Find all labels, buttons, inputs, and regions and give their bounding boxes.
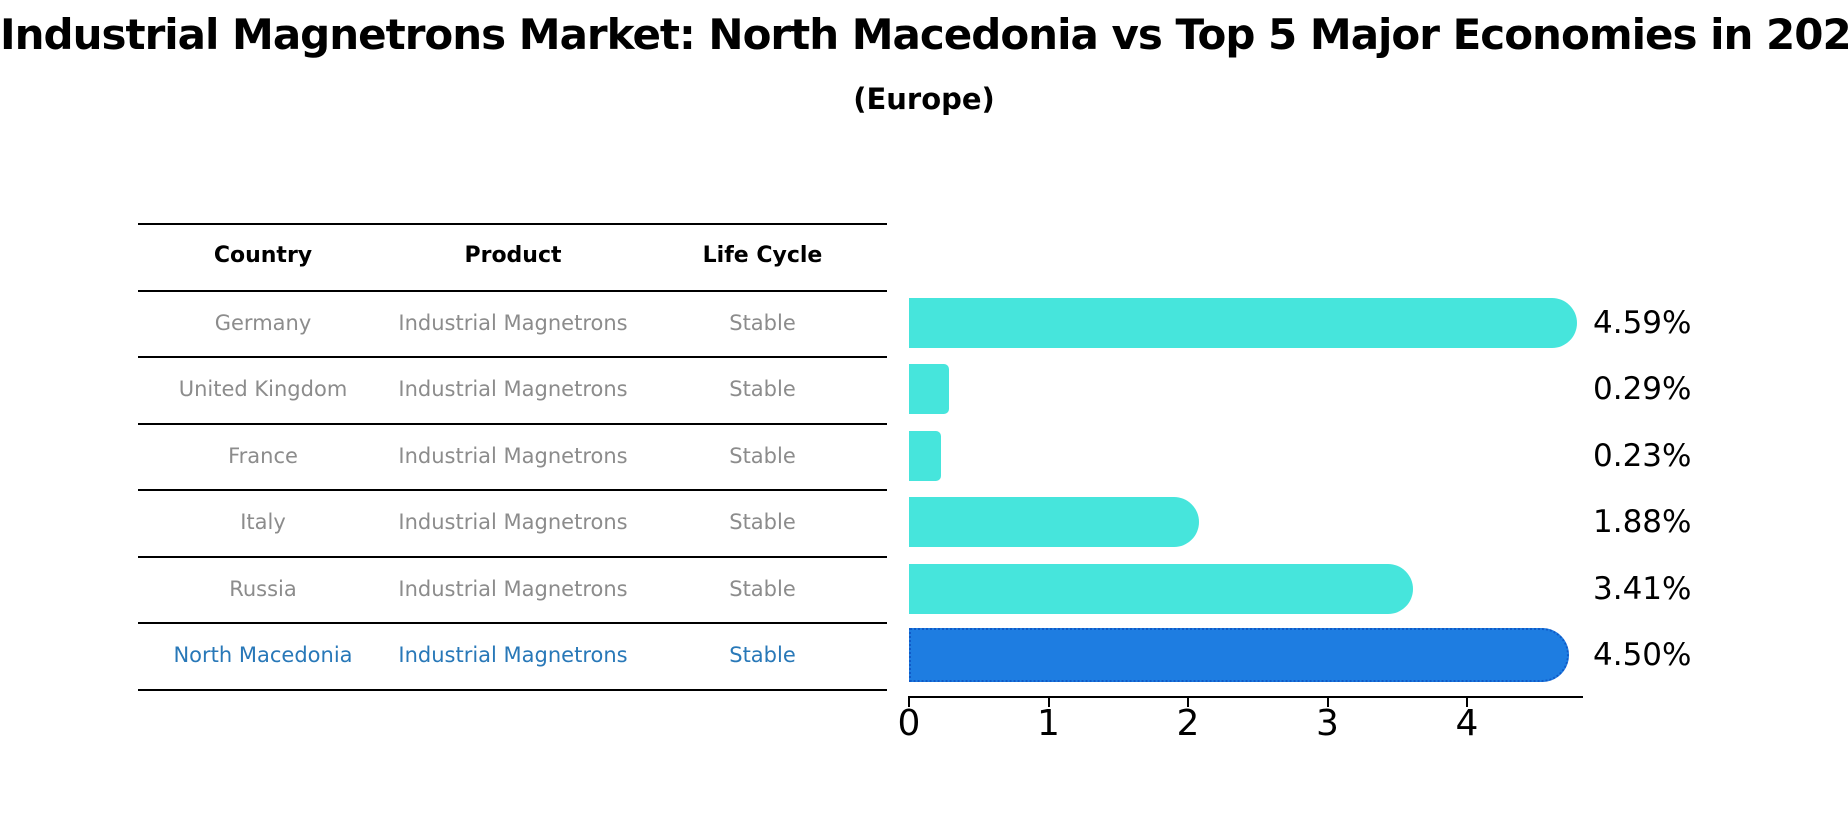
table-divider [138, 356, 887, 358]
cell-product-france: Industrial Magnetrons [398, 443, 628, 468]
value-label-north-macedonia: 4.50% [1593, 637, 1692, 674]
table-divider [138, 489, 887, 491]
cell-lifecycle-germany: Stable [729, 310, 796, 335]
value-label-united-kingdom: 0.29% [1593, 371, 1692, 408]
cell-country-france: France [228, 443, 298, 468]
column-header-product: Product [464, 243, 562, 269]
cell-country-italy: Italy [240, 510, 286, 535]
cell-country-united-kingdom: United Kingdom [178, 377, 348, 402]
bar-germany [909, 297, 1577, 348]
x-axis-tick-0 [908, 698, 910, 707]
cell-product-united-kingdom: Industrial Magnetrons [398, 377, 628, 402]
value-label-germany: 4.59% [1593, 304, 1692, 341]
cell-lifecycle-france: Stable [729, 443, 796, 468]
cell-lifecycle-united-kingdom: Stable [729, 377, 796, 402]
table-divider [138, 289, 887, 292]
cell-product-north-macedonia: Industrial Magnetrons [398, 643, 628, 668]
cell-lifecycle-north-macedonia: Stable [729, 643, 796, 668]
table-divider [138, 555, 887, 558]
cell-country-germany: Germany [214, 310, 312, 335]
x-axis-tick-1 [1047, 698, 1050, 707]
x-tick-label-0: 0 [897, 703, 921, 744]
value-label-france: 0.23% [1593, 437, 1692, 474]
cell-product-germany: Industrial Magnetrons [398, 310, 628, 335]
x-axis-line [908, 696, 1583, 698]
cell-country-russia: Russia [229, 576, 297, 601]
bar-russia [909, 563, 1413, 614]
x-tick-label-1: 1 [1037, 703, 1060, 744]
bar-france [909, 430, 941, 481]
column-header-life-cycle: Life Cycle [702, 243, 823, 269]
table-divider [138, 622, 887, 624]
chart-title: Industrial Magnetrons Market: North Mace… [0, 10, 1848, 59]
bar-north-macedonia [909, 628, 1569, 683]
x-axis-tick-3 [1326, 698, 1329, 707]
x-tick-label-4: 4 [1455, 703, 1479, 744]
cell-product-italy: Industrial Magnetrons [398, 510, 628, 535]
x-axis-tick-4 [1466, 698, 1468, 707]
x-tick-label-3: 3 [1316, 703, 1339, 744]
x-axis-tick-2 [1187, 698, 1189, 707]
bar-italy [909, 497, 1199, 548]
column-header-country: Country [213, 243, 313, 269]
cell-lifecycle-italy: Stable [729, 510, 796, 535]
value-label-russia: 3.41% [1593, 570, 1692, 607]
chart-subtitle: (Europe) [853, 82, 995, 116]
cell-product-russia: Industrial Magnetrons [398, 576, 628, 601]
bar-united-kingdom [909, 364, 949, 415]
table-divider [138, 422, 887, 425]
cell-lifecycle-russia: Stable [729, 576, 796, 601]
cell-country-north-macedonia: North Macedonia [173, 643, 353, 668]
value-label-italy: 1.88% [1593, 504, 1692, 541]
x-tick-label-2: 2 [1176, 703, 1200, 744]
table-divider [138, 688, 887, 691]
table-divider [138, 223, 887, 225]
